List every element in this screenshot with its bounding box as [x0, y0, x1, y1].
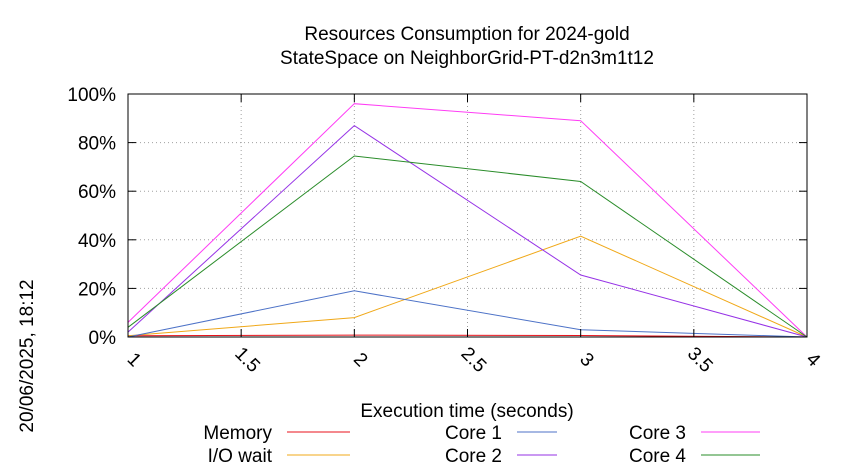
series-line-core-3	[127, 103, 808, 338]
y-tick-label: 20%	[78, 279, 116, 300]
series-line-core-2	[127, 124, 808, 338]
timestamp-label: 20/06/2025, 18:12	[17, 279, 38, 432]
legend-label: Core 1	[445, 423, 502, 444]
y-tick-label: 80%	[78, 134, 116, 155]
x-tick-label: 1	[123, 349, 145, 371]
legend-label: Core 2	[445, 446, 502, 467]
series-line-core-4	[127, 155, 808, 338]
x-tick-label: 2	[349, 349, 371, 371]
x-tick-label: 1.5	[230, 343, 264, 377]
series-line-i-o-wait	[127, 235, 808, 338]
y-tick-label: 40%	[78, 231, 116, 252]
axis-ticks: 0% 20% 40% 60% 80% 100% 1 1.5 2 2.5 3 3.5 4	[67, 85, 824, 377]
grid-lines	[128, 94, 807, 337]
y-tick-label: 0%	[89, 328, 117, 349]
legend-label: Core 4	[629, 446, 686, 467]
chart-title-line1: Resources Consumption for 2024-gold	[304, 24, 629, 45]
y-tick-label: 60%	[78, 182, 116, 203]
y-tick-label: 100%	[67, 85, 116, 106]
legend-label: Memory	[203, 423, 272, 444]
x-tick-label: 3	[575, 349, 597, 371]
legend-label: I/O wait	[208, 446, 273, 467]
chart-title-line2: StateSpace on NeighborGrid-PT-d2n3m1t12	[280, 48, 654, 69]
legend-label: Core 3	[629, 423, 686, 444]
x-tick-label: 3.5	[683, 343, 717, 377]
x-tick-label: 2.5	[457, 343, 491, 377]
x-axis-label: Execution time (seconds)	[360, 401, 573, 422]
x-tick-label: 4	[802, 349, 825, 372]
